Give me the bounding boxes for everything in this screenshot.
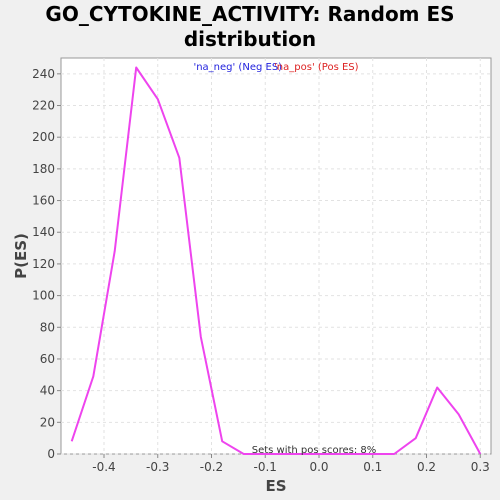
x-tick-label: -0.3 <box>146 460 169 474</box>
x-tick-label: -0.4 <box>92 460 115 474</box>
x-tick-label: -0.2 <box>200 460 223 474</box>
y-axis-label: P(ES) <box>12 233 30 279</box>
pos-scores-annotation: Sets with pos scores: 8% <box>252 445 377 456</box>
y-tick-label: 240 <box>32 67 55 81</box>
y-tick-label: 180 <box>32 162 55 176</box>
y-ticks: 0 20 40 60 80 100 120 140 160 180 200 220 240 <box>32 67 61 461</box>
y-tick-label: 60 <box>40 352 55 366</box>
series-layer <box>70 66 482 455</box>
y-tick-label: 220 <box>32 99 55 113</box>
y-tick-label: 120 <box>32 257 55 271</box>
x-axis-label: ES <box>265 477 286 495</box>
x-tick-label: -0.1 <box>254 460 277 474</box>
grid <box>61 58 491 455</box>
chart-title: GO_CYTOKINE_ACTIVITY: Random ES distribu… <box>45 2 455 51</box>
y-tick-label: 160 <box>32 194 55 208</box>
y-tick-label: 140 <box>32 225 55 239</box>
legend-entry-neg: 'na_neg' (Neg ES) <box>193 62 282 73</box>
series-line <box>70 66 482 455</box>
y-tick-label: 200 <box>32 130 55 144</box>
legend-entry-pos: 'na_pos' (Pos ES) <box>274 62 359 73</box>
y-tick-label: 80 <box>40 320 55 334</box>
x-tick-label: 0.1 <box>363 460 382 474</box>
x-ticks: -0.4 -0.3 -0.2 -0.1 0.0 0.1 0.2 0.3 <box>92 454 490 474</box>
x-tick-label: 0.3 <box>471 460 490 474</box>
x-tick-label: 0.0 <box>309 460 328 474</box>
y-tick-label: 100 <box>32 289 55 303</box>
y-tick-label: 40 <box>40 384 55 398</box>
plot-area <box>60 57 492 455</box>
legend: 'na_neg' (Neg ES)'na_pos' (Pos ES) <box>193 62 358 73</box>
y-tick-label: 20 <box>40 415 55 429</box>
x-tick-label: 0.2 <box>417 460 436 474</box>
y-tick-label: 0 <box>47 447 55 461</box>
